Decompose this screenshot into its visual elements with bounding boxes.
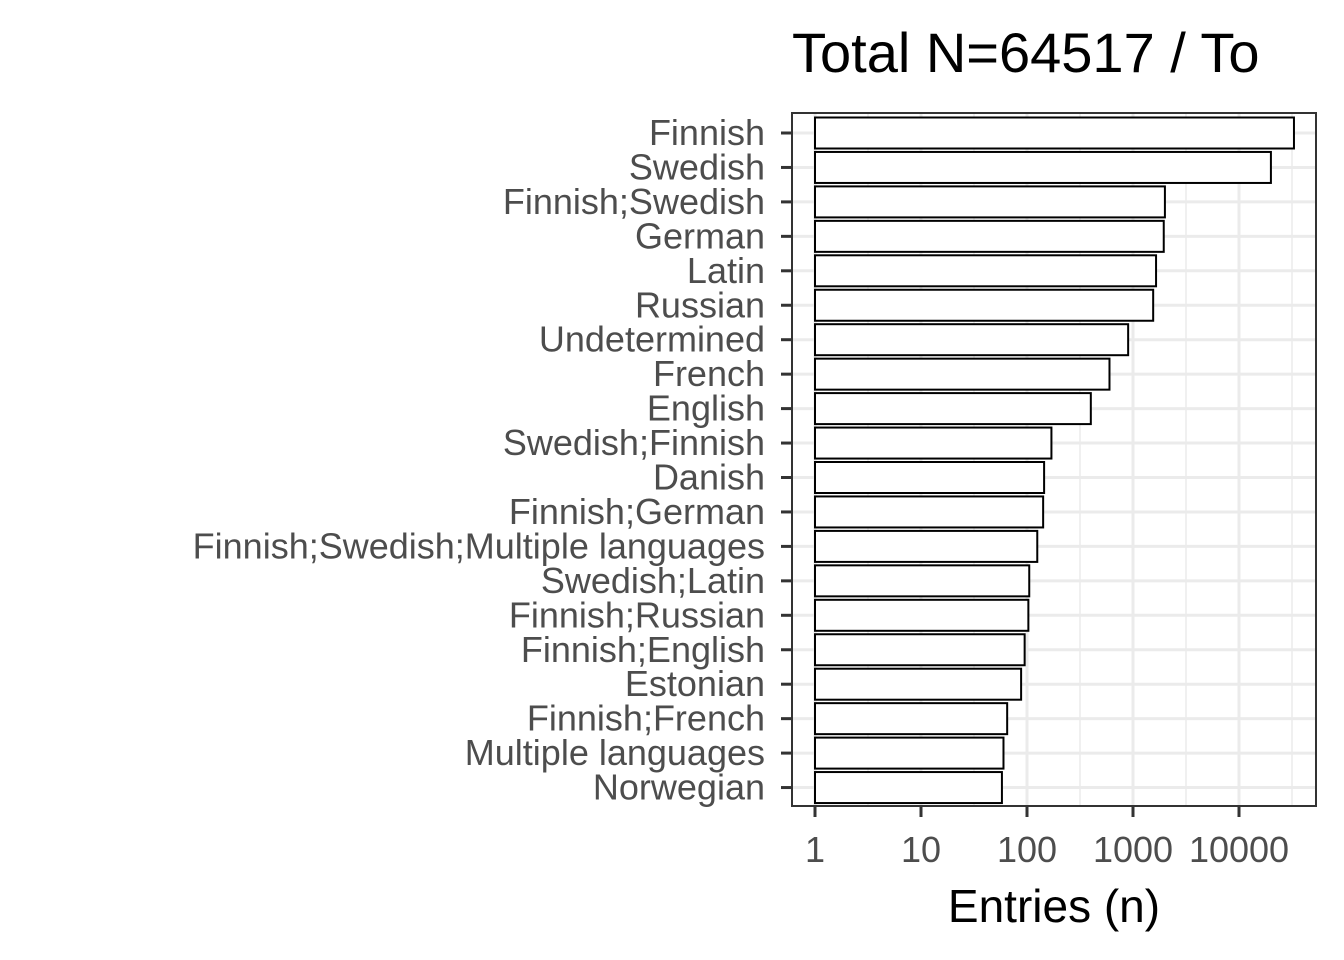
y-tick-label: Finnish;Swedish [503, 181, 765, 222]
y-tick-label: Estonian [625, 663, 765, 704]
y-tick-label: Finnish;Swedish;Multiple languages [193, 525, 765, 566]
bar [814, 392, 1092, 426]
y-tick-label: Finnish;French [527, 698, 765, 739]
chart-title: Total N=64517 / To [792, 21, 1260, 84]
x-axis: 1 10 100 1000 10000 [805, 806, 1289, 870]
bar [814, 461, 1046, 494]
y-tick-label: Swedish;Finnish [503, 422, 765, 463]
y-tick-label: Swedish;Latin [541, 560, 765, 601]
y-tick-label: French [653, 353, 765, 394]
x-axis-title: Entries (n) [948, 880, 1160, 932]
y-tick-label: Finnish;German [509, 491, 765, 532]
y-tick-label: Undetermined [539, 319, 765, 360]
x-tick-label: 10 [901, 829, 941, 870]
y-tick-label: Finnish;Russian [509, 594, 765, 635]
y-tick-label: English [647, 388, 765, 429]
bar [814, 357, 1111, 391]
panel-border [791, 112, 1317, 807]
x-tick-label: 100 [997, 829, 1057, 870]
bar [814, 150, 1272, 184]
y-tick-label: Russian [635, 284, 765, 325]
x-tick-label: 10000 [1189, 829, 1289, 870]
bar [814, 323, 1130, 357]
y-tick-label: Swedish [629, 146, 765, 187]
y-axis: FinnishSwedishFinnish;SwedishGermanLatin… [193, 112, 792, 808]
x-tick-label: 1 [805, 829, 825, 870]
x-tick-label: 1000 [1093, 829, 1173, 870]
bar [814, 564, 1031, 598]
bar [814, 495, 1045, 529]
bars [814, 116, 1295, 805]
y-tick-label: Finnish [649, 112, 765, 153]
bar [814, 116, 1295, 150]
y-tick-label: Danish [653, 457, 765, 498]
bar [814, 529, 1039, 563]
bar [814, 219, 1165, 253]
y-tick-label: German [635, 215, 765, 256]
y-tick-label: Norwegian [593, 767, 765, 808]
bar [814, 771, 1003, 805]
bar [814, 185, 1166, 219]
bar [814, 254, 1158, 288]
bar [814, 667, 1023, 701]
bar [814, 598, 1030, 632]
bar [814, 736, 1005, 770]
bar [814, 702, 1009, 736]
y-tick-label: Multiple languages [465, 732, 765, 773]
y-tick-label: Finnish;English [521, 629, 765, 670]
bar [814, 426, 1053, 460]
y-tick-label: Latin [687, 250, 765, 291]
bar [814, 633, 1026, 667]
bar [814, 288, 1155, 322]
